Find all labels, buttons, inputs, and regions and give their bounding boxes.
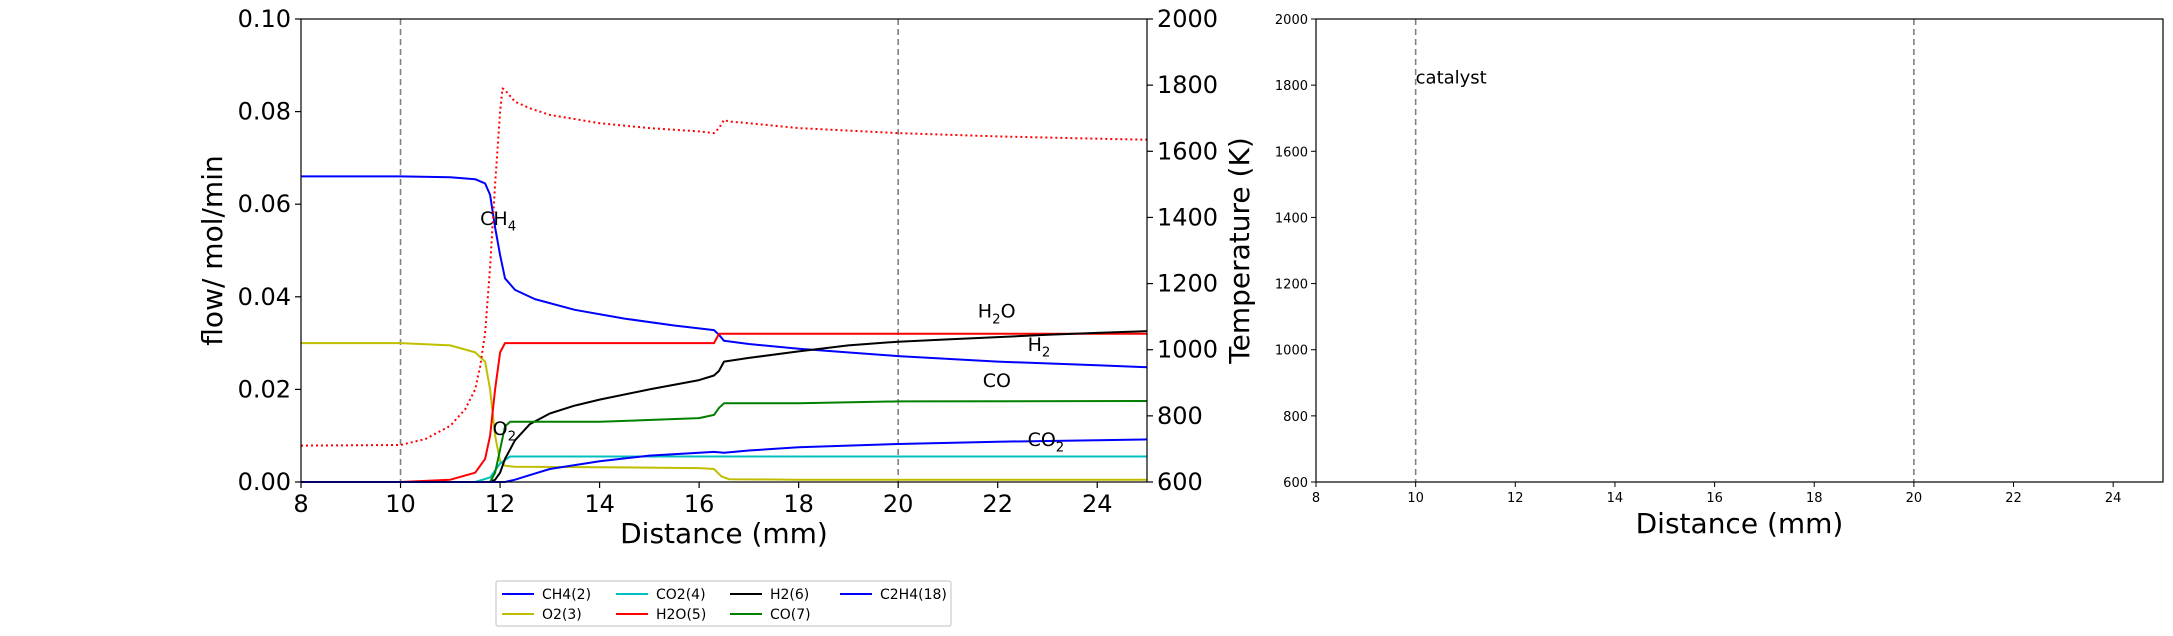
y-tick-label: 0.10 xyxy=(238,5,291,33)
x-tick-label: 24 xyxy=(2105,491,2122,506)
annotation-label: CO2 xyxy=(1028,429,1065,456)
x-tick-label: 20 xyxy=(1906,491,1923,506)
plot-frame-left xyxy=(300,18,1148,483)
series-CH4(2) xyxy=(301,175,1148,369)
annotation-label: CH4 xyxy=(480,208,516,235)
annotation-label: CO xyxy=(983,370,1011,392)
catalyst-label: catalyst xyxy=(1416,67,1487,88)
y-tick-label: 2000 xyxy=(1275,13,1308,28)
annotation-label: H2O xyxy=(978,301,1016,328)
left-plot: 8 10 12 14 16 18 20 22 24 0.00 0.02 0.04 0.06 0.08 0.1… xyxy=(196,5,1256,550)
x-tick-label: 14 xyxy=(584,490,615,518)
y-tick-label: 0.04 xyxy=(238,283,291,311)
plot-frame-right xyxy=(1315,18,2164,483)
legend: CH4(2) O2(3) CO2(4) H2O(5) H2(6) CO(7) C2H4(18… xyxy=(495,580,952,627)
x-tick-label: 22 xyxy=(982,490,1013,518)
series-O2(3) xyxy=(301,342,1147,481)
series-C2H4(18) xyxy=(301,438,1148,483)
y-tick-label: 1400 xyxy=(1275,211,1308,226)
y-tick-label: 800 xyxy=(1283,410,1308,425)
x-axis-title: Distance (mm) xyxy=(620,517,828,550)
y-tick-label: 0.08 xyxy=(238,98,291,126)
annotation-label: H2 xyxy=(1028,334,1051,361)
y-axis-title: flow/ mol/min xyxy=(196,155,229,345)
x-tick-label: 16 xyxy=(1706,491,1723,506)
x-tick-label: 12 xyxy=(485,490,516,518)
x-tick-label: 8 xyxy=(293,490,308,518)
x-tick-label: 18 xyxy=(1806,491,1823,506)
y2-tick-label: 1400 xyxy=(1157,203,1218,231)
legend-label: H2O(5) xyxy=(656,607,706,623)
right-plot: 8 10 12 14 16 18 20 22 24 600 800 1000 1200 1400 1600 1… xyxy=(1275,13,2164,540)
x-tick-label: 20 xyxy=(883,490,914,518)
x-axis-title: Distance (mm) xyxy=(1636,507,1844,540)
y-tick-label: 0.00 xyxy=(238,468,291,496)
legend-label: H2(6) xyxy=(770,587,809,603)
series-CO(7) xyxy=(301,400,1148,483)
y2-tick-label: 800 xyxy=(1157,402,1203,430)
x-tick-label: 8 xyxy=(1312,491,1320,506)
x-tick-label: 12 xyxy=(1507,491,1524,506)
y2-tick-label: 1200 xyxy=(1157,270,1218,298)
x-tick-label: 14 xyxy=(1607,491,1624,506)
series-temperature xyxy=(300,87,1148,447)
x-tick-label: 16 xyxy=(684,490,715,518)
annotation-label: O2 xyxy=(493,418,516,445)
y2-axis-title: Temperature (K) xyxy=(1223,137,1256,364)
legend-label: CH4(2) xyxy=(542,587,591,603)
legend-label: C2H4(18) xyxy=(880,587,947,603)
series-H2O(5) xyxy=(301,332,1147,483)
y-tick-label: 0.06 xyxy=(238,190,291,218)
y-tick-label: 0.02 xyxy=(238,375,291,403)
y2-tick-label: 2000 xyxy=(1157,5,1218,33)
y2-tick-label: 1600 xyxy=(1157,137,1218,165)
legend-frame xyxy=(495,580,952,627)
x-tick-label: 10 xyxy=(1407,491,1424,506)
y-tick-label: 1200 xyxy=(1275,278,1308,293)
legend-label: CO(7) xyxy=(770,607,811,623)
x-tick-label: 24 xyxy=(1082,490,1113,518)
y2-tick-label: 1000 xyxy=(1157,336,1218,364)
y2-tick-label: 1800 xyxy=(1157,71,1218,99)
y2-tick-label: 600 xyxy=(1157,468,1203,496)
x-tick-label: 18 xyxy=(783,490,814,518)
y-tick-label: 1600 xyxy=(1275,145,1308,160)
y-tick-label: 1000 xyxy=(1275,344,1308,359)
x-tick-label: 22 xyxy=(2005,491,2022,506)
series-H2(6) xyxy=(301,330,1148,483)
y-tick-label: 600 xyxy=(1283,476,1308,491)
x-tick-label: 10 xyxy=(385,490,416,518)
legend-label: O2(3) xyxy=(542,607,582,623)
legend-label: CO2(4) xyxy=(656,587,706,603)
y-tick-label: 1800 xyxy=(1275,79,1308,94)
